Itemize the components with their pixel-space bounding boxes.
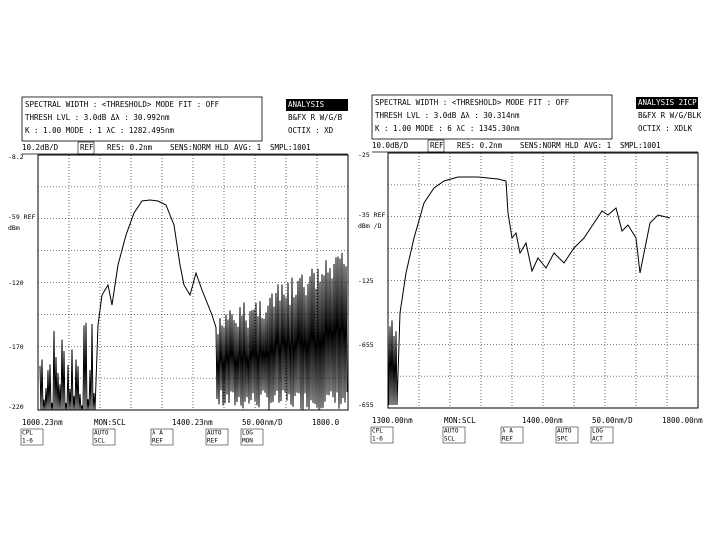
plot — [37, 154, 349, 411]
y-label: dBm — [8, 224, 20, 232]
softkey-label: 1-6 — [22, 438, 33, 445]
y-label: -655 — [358, 341, 374, 349]
softkey-label: CPL — [372, 428, 383, 435]
x-label: MON:SCL — [444, 416, 476, 425]
softkey — [92, 428, 116, 446]
softkey-label: CPL — [22, 430, 33, 437]
setting: RES: 0.2nm — [107, 143, 153, 152]
softkey-label: λ A — [152, 430, 163, 437]
softkey-label: LOG — [242, 430, 253, 437]
side-line: ANALYSIS — [288, 100, 325, 109]
softkey-label: AUTO — [207, 430, 222, 437]
side-highlight — [286, 99, 348, 111]
setting: 10.0dB/D — [372, 141, 409, 150]
softkey — [20, 428, 44, 446]
y-label: -59 REF — [8, 213, 35, 221]
softkey-label: REF — [502, 436, 513, 443]
setting: SENS:NORM HLD — [170, 143, 229, 152]
status-box — [21, 96, 263, 142]
setting: SENS:NORM HLD — [520, 141, 579, 150]
softkey-label: LOG — [592, 428, 603, 435]
y-label: -120 — [8, 279, 24, 287]
side-line: ANALYSIS 2ICP — [638, 98, 697, 107]
softkey-label: ACT — [592, 436, 603, 443]
y-label: -25 — [358, 151, 370, 159]
softkey — [240, 428, 264, 446]
x-label: 1800.00nm — [662, 416, 703, 425]
spectrum-trace — [39, 199, 348, 411]
softkey-label: AUTO — [444, 428, 459, 435]
y-label: -170 — [8, 343, 24, 351]
softkey-label: 1-6 — [372, 436, 383, 443]
status-line: THRESH LVL : 3.0dB Δλ : 30.314nm — [375, 111, 520, 120]
softkey-label: AUTO — [94, 430, 109, 437]
softkey — [205, 428, 229, 446]
setting: AVG: 1 — [234, 143, 261, 152]
x-label: 1800.0 — [312, 418, 340, 427]
setting: 10.2dB/D — [22, 143, 59, 152]
status-line: K : 1.00 MODE : 6 λC : 1345.30nm — [375, 124, 520, 133]
side-line: B&FX R W/G/B — [288, 113, 343, 122]
setting: RES: 0.2nm — [457, 141, 503, 150]
y-label: -220 — [8, 403, 24, 411]
y-label: -125 — [358, 277, 374, 285]
softkey-label: SPC — [557, 436, 568, 443]
y-label: -35 REF — [358, 211, 385, 219]
plot — [387, 152, 699, 409]
softkey — [442, 426, 466, 444]
analyzer-screen: SPECTRAL WIDTH : <THRESHOLD> MODE FIT : … — [358, 94, 703, 444]
spectrum-trace — [387, 176, 671, 406]
x-label: 1300.00nm — [372, 416, 413, 425]
setting: SMPL:1001 — [620, 141, 661, 150]
x-label: 1000.23nm — [22, 418, 63, 427]
setting: REF — [430, 141, 444, 150]
y-label: -655 — [358, 401, 374, 409]
softkey — [590, 426, 614, 444]
x-label: 50.00nm/D — [592, 416, 633, 425]
softkey-label: MON — [242, 438, 253, 445]
softkey — [370, 426, 394, 444]
softkey-label: SCL — [444, 436, 455, 443]
side-line: OCTIX : XDLK — [638, 124, 693, 133]
status-line: SPECTRAL WIDTH : <THRESHOLD> MODE FIT : … — [25, 100, 220, 109]
softkey — [555, 426, 579, 444]
softkey-label: REF — [207, 438, 218, 445]
setting: REF — [80, 143, 94, 152]
setting: SMPL:1001 — [270, 143, 311, 152]
y-label: -8.2 — [8, 153, 24, 161]
status-line: SPECTRAL WIDTH : <THRESHOLD> MODE FIT : … — [375, 98, 570, 107]
y-label: dBm /D — [358, 222, 382, 230]
status-box — [371, 94, 613, 140]
setting: AVG: 1 — [584, 141, 611, 150]
analyzer-screen: SPECTRAL WIDTH : <THRESHOLD> MODE FIT : … — [8, 96, 349, 446]
side-highlight — [636, 97, 698, 109]
status-line: K : 1.00 MODE : 1 λC : 1282.495nm — [25, 126, 174, 135]
x-label: 1400.23nm — [172, 418, 213, 427]
softkey — [500, 426, 524, 444]
softkey — [150, 428, 174, 446]
x-label: 50.00nm/D — [242, 418, 283, 427]
x-label: MON:SCL — [94, 418, 126, 427]
side-line: B&FX R W/G/BLK — [638, 111, 702, 120]
softkey-label: SCL — [94, 438, 105, 445]
status-line: THRESH LVL : 3.0dB Δλ : 30.992nm — [25, 113, 170, 122]
softkey-label: λ A — [502, 428, 513, 435]
x-label: 1400.00nm — [522, 416, 563, 425]
softkey-label: AUTO — [557, 428, 572, 435]
side-line: OCTIX : XD — [288, 126, 334, 135]
softkey-label: REF — [152, 438, 163, 445]
